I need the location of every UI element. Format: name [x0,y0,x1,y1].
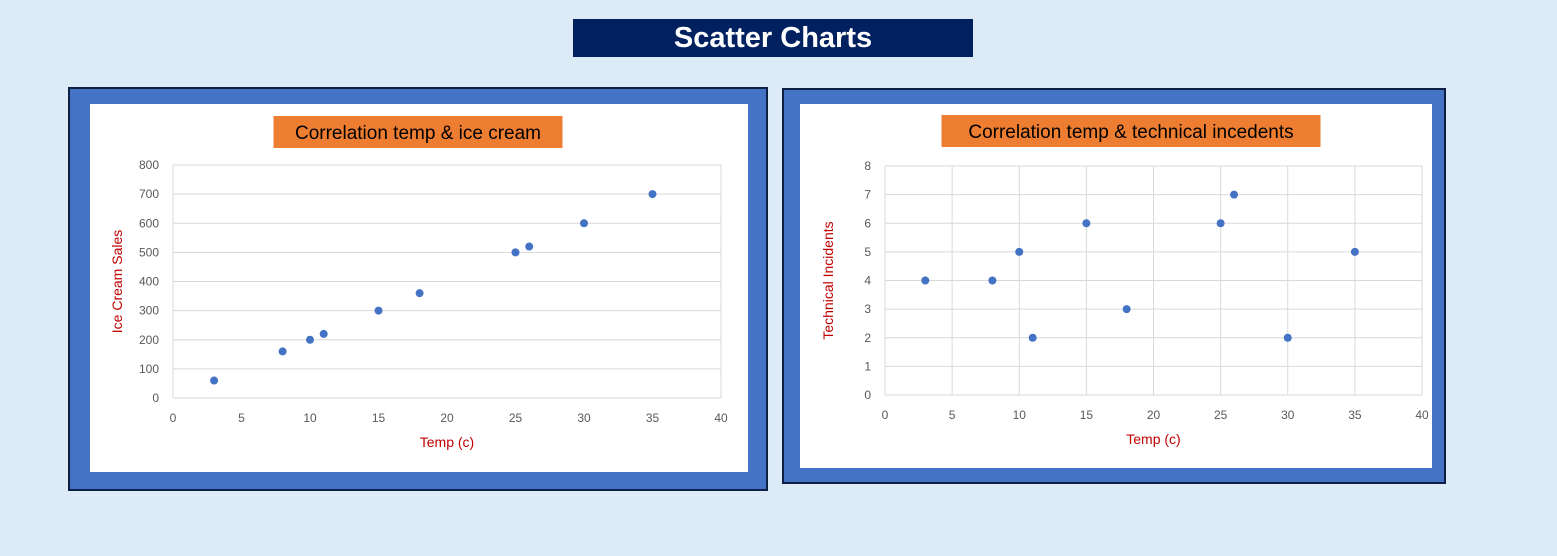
y-axis-title: Ice Cream Sales [109,230,125,333]
x-tick-label: 0 [170,411,177,425]
data-point[interactable] [374,306,383,315]
x-tick-label: 10 [303,411,317,425]
chart-title-box [941,115,1321,147]
y-tick-label: 600 [139,216,159,230]
data-point[interactable] [1216,219,1225,228]
x-tick-label: 40 [714,411,728,425]
y-tick-label: 6 [864,216,871,230]
y-tick-label: 4 [864,274,871,288]
data-point[interactable] [1283,333,1292,342]
scatter-chart-technical-incidents: Correlation temp & technical incedents 0 1… [820,115,1429,447]
x-tick-label: 35 [646,411,660,425]
x-tick-label: 25 [1214,408,1228,422]
chart-area-technical-incidents[interactable]: Correlation temp & technical incedents 0 1… [800,104,1432,468]
x-tick-label: 30 [1281,408,1295,422]
data-point[interactable] [1350,247,1359,256]
chart-title-box [273,116,563,148]
x-tick-label: 25 [509,411,523,425]
y-tick-label: 0 [864,388,871,402]
data-point[interactable] [648,190,657,199]
y-tick-label: 2 [864,331,871,345]
y-tick-label: 100 [139,362,159,376]
data-point[interactable] [1028,333,1037,342]
y-tick-label: 400 [139,275,159,289]
data-point[interactable] [278,347,287,356]
y-tick-label: 500 [139,245,159,259]
x-tick-label: 10 [1013,408,1027,422]
y-tick-label: 300 [139,304,159,318]
chart-frame-technical-incidents: Correlation temp & technical incedents 0 1… [782,88,1446,484]
data-point[interactable] [1230,190,1239,199]
x-tick-label: 20 [1147,408,1161,422]
y-tick-label: 200 [139,333,159,347]
x-tick-label: 5 [949,408,956,422]
y-tick-label: 700 [139,187,159,201]
scatter-chart-ice-cream: Correlation temp & ice cream010020030040… [109,116,728,450]
x-axis-title: Temp (c) [1126,431,1180,447]
chart-title: Correlation temp & technical incedents [968,122,1293,143]
data-point[interactable] [415,289,424,298]
x-tick-label: 5 [238,411,245,425]
data-point[interactable] [511,248,520,257]
x-tick-label: 35 [1348,408,1362,422]
data-point[interactable] [988,276,997,285]
x-tick-label: 0 [882,408,889,422]
data-point[interactable] [319,329,328,338]
chart-frame-ice-cream: Correlation temp & ice cream 0 100 200 300 40… [68,87,768,491]
y-tick-label: 1 [864,359,871,373]
chart-title: Correlation temp & ice cream [295,123,541,144]
data-point[interactable] [1082,219,1091,228]
y-tick-label: 7 [864,188,871,202]
data-point[interactable] [525,242,534,251]
data-point[interactable] [210,376,219,385]
x-tick-label: 15 [1080,408,1094,422]
page-title: Scatter Charts [573,19,973,57]
y-tick-label: 5 [864,245,871,259]
y-tick-label: 0 [152,391,159,405]
x-axis-title: Temp (c) [420,434,474,450]
data-point[interactable] [306,335,314,344]
y-tick-label: 8 [864,159,871,173]
data-point[interactable] [580,219,588,228]
data-point[interactable] [1122,305,1131,314]
x-tick-label: 20 [440,411,454,425]
x-tick-label: 40 [1415,408,1429,422]
y-tick-label: 3 [864,302,871,316]
data-point[interactable] [921,276,930,285]
y-axis-title: Technical Incidents [820,221,836,339]
x-tick-label: 15 [372,411,386,425]
y-tick-label: 800 [139,158,159,172]
chart-area-ice-cream[interactable]: Correlation temp & ice cream 0 100 200 300 40… [90,104,748,472]
x-tick-label: 30 [577,411,591,425]
data-point[interactable] [1015,247,1024,256]
